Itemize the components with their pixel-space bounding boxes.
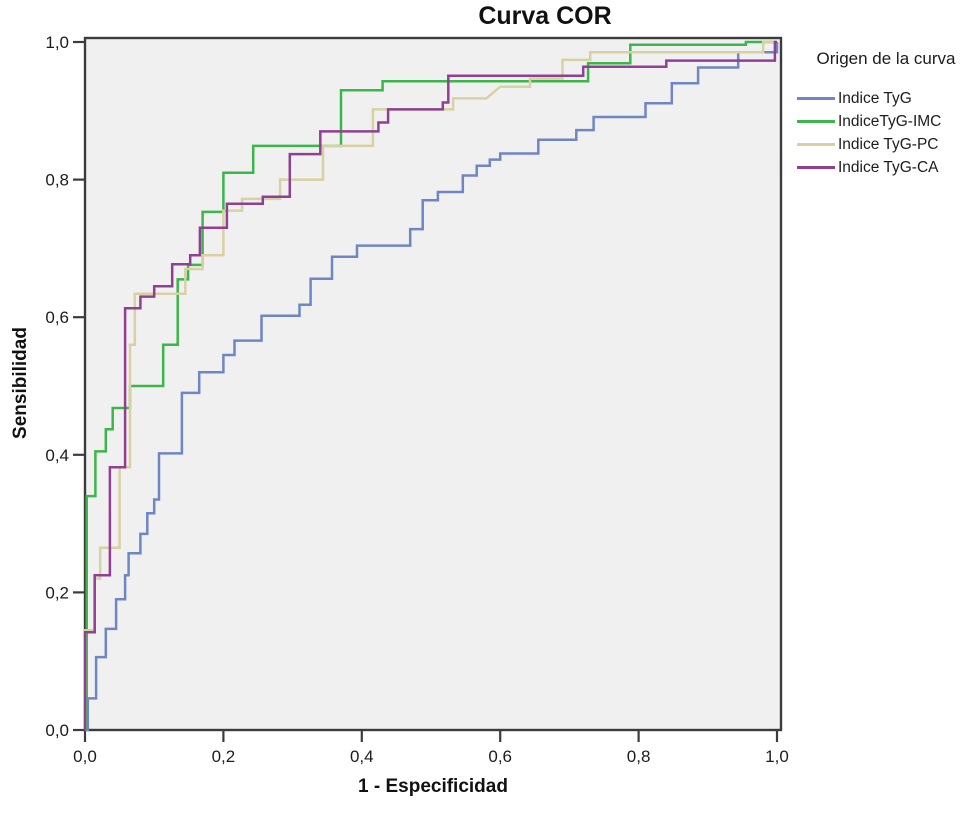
roc-curve-indice-tyg xyxy=(85,42,779,732)
legend-item-label: Indice TyG-CA xyxy=(838,158,939,176)
legend-item-label: Indice TyG xyxy=(838,89,912,107)
chart-title: Curva COR xyxy=(478,2,612,30)
y-tick-label: 0,2 xyxy=(45,583,69,602)
y-tick-label: 0,0 xyxy=(45,721,69,740)
y-tick-label: 0,8 xyxy=(45,171,69,190)
legend-title: Origen de la curva xyxy=(816,49,956,68)
y-tick-label: 0,6 xyxy=(45,308,69,327)
legend-swatch-line xyxy=(797,120,835,123)
legend-swatch-line xyxy=(797,166,835,169)
x-tick-label: 1,0 xyxy=(765,747,789,766)
x-tick-label: 0,2 xyxy=(212,747,236,766)
legend-item-label: IndiceTyG-IMC xyxy=(838,112,942,130)
legend-swatch-line xyxy=(797,97,835,100)
legend-item-label: Indice TyG-PC xyxy=(838,135,939,153)
x-tick-label: 0,0 xyxy=(73,747,97,766)
legend-swatch-line xyxy=(797,143,835,146)
roc-curve-indice-tyg-ca xyxy=(83,40,777,730)
x-tick-label: 0,4 xyxy=(350,747,374,766)
x-tick-label: 0,6 xyxy=(488,747,512,766)
legend-item: Indice TyG-CA xyxy=(797,156,975,179)
roc-curve-indice-tyg-pc xyxy=(83,40,777,730)
legend: Origen de la curva Indice TyG IndiceTyG-I… xyxy=(797,48,975,179)
legend-item: Indice TyG xyxy=(797,87,975,110)
legend-item: Indice TyG-PC xyxy=(797,133,975,156)
y-tick-label: 1,0 xyxy=(45,33,69,52)
x-tick-label: 0,8 xyxy=(627,747,651,766)
x-axis-label: 1 - Especificidad xyxy=(358,776,508,797)
plot-frame xyxy=(83,36,783,732)
legend-item: IndiceTyG-IMC xyxy=(797,110,975,133)
legend-items: Indice TyG IndiceTyG-IMC Indice TyG-PC Indi… xyxy=(797,87,975,179)
y-tick-label: 0,4 xyxy=(45,446,69,465)
